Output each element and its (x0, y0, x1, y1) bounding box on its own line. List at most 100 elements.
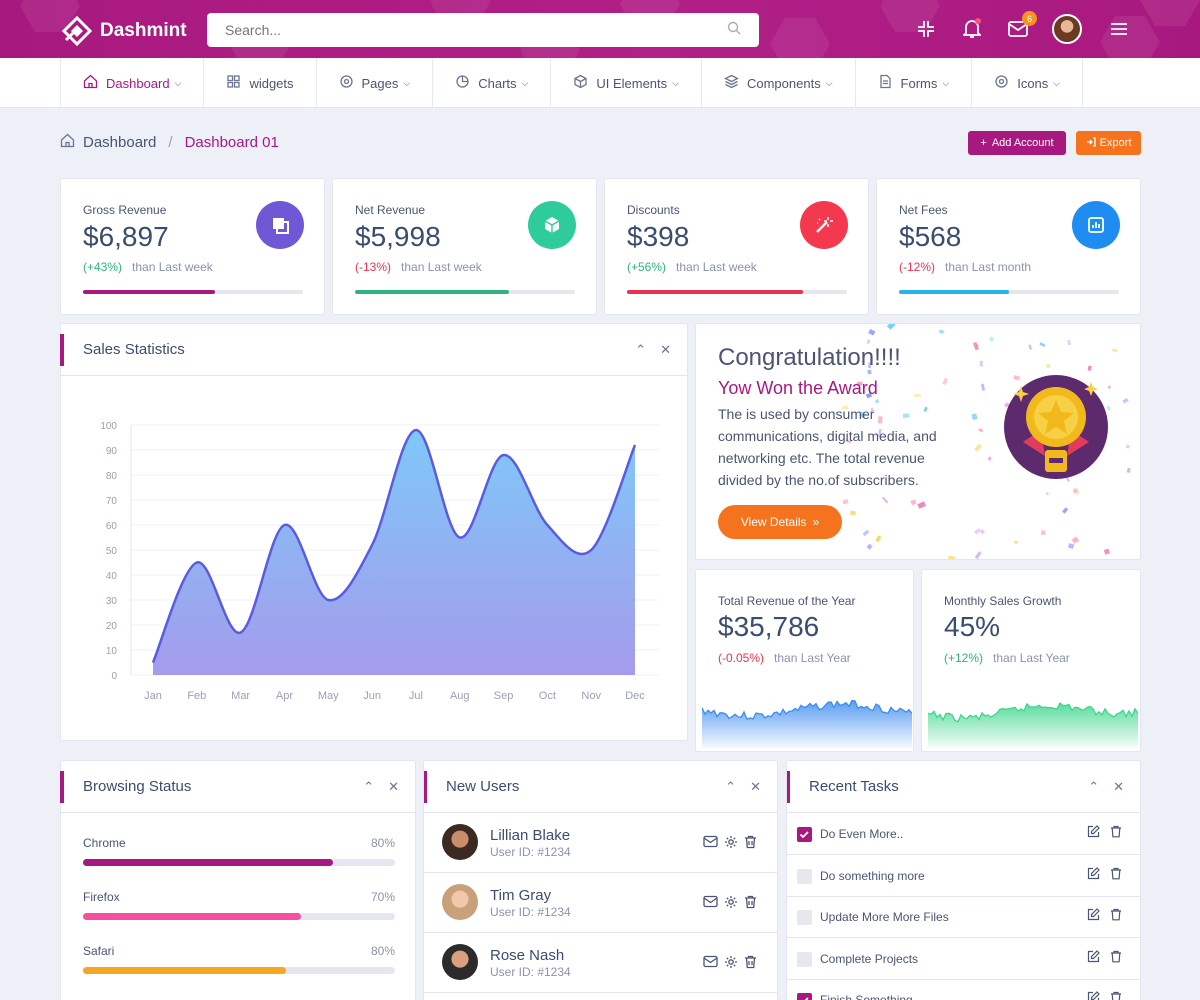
nav-item-charts[interactable]: Charts ⌵ (432, 58, 550, 108)
collapse-icon[interactable]: ⌃ (635, 342, 647, 357)
sparkline-chart (928, 701, 1138, 748)
collapse-icon[interactable]: ⌃ (725, 779, 737, 794)
edit-icon[interactable] (1087, 949, 1100, 968)
breadcrumb-root[interactable]: Dashboard (83, 134, 157, 151)
x-tick-label: May (318, 690, 339, 702)
user-name[interactable]: Tim Gray (490, 887, 552, 904)
notification-bell-icon[interactable] (960, 17, 984, 41)
close-icon[interactable]: ✕ (1113, 779, 1124, 794)
stat-progress-track (899, 290, 1119, 294)
sales-statistics-panel: Sales Statistics ⌃ ✕ 0 10 20 30 40 50 60 70 80 90… (60, 323, 688, 741)
congrats-subtitle: Yow Won the Award (718, 378, 878, 398)
view-details-button[interactable]: View Details » (718, 505, 842, 539)
user-row[interactable]: Lillian Blake User ID: #1234 (424, 813, 777, 873)
stat-note: than Last week (132, 260, 213, 274)
nav-item-forms[interactable]: Forms ⌵ (854, 58, 972, 108)
user-name[interactable]: Lillian Blake (490, 827, 571, 844)
trash-icon[interactable] (1110, 950, 1122, 968)
trash-icon[interactable] (744, 895, 757, 914)
nav-label: UI Elements (596, 75, 668, 91)
browser-progress-track (83, 913, 395, 920)
edit-icon[interactable] (1087, 991, 1100, 1000)
mail-icon[interactable] (703, 835, 718, 854)
x-tick-label: Mar (231, 690, 250, 702)
browser-name: Safari (83, 944, 115, 958)
nav-label: Forms (900, 75, 938, 91)
mail-icon[interactable] (703, 895, 718, 914)
stat-card-net-fees: Net Fees $568 (-12%) than Last month (876, 178, 1141, 315)
chevron-down-icon: ⌵ (1053, 77, 1061, 88)
edit-icon[interactable] (1087, 908, 1100, 926)
collapse-icon[interactable]: ⌃ (1088, 779, 1100, 794)
trash-icon[interactable] (1110, 825, 1122, 843)
settings-gear-icon[interactable] (724, 835, 738, 854)
task-name: Update More More Files (820, 910, 949, 924)
nav-item-pages[interactable]: Pages ⌵ (315, 58, 433, 108)
stat-progress-track (355, 290, 575, 294)
export-button[interactable]: Export (1076, 131, 1141, 155)
trash-icon[interactable] (744, 835, 757, 854)
task-row: Finish Something (787, 979, 1140, 1000)
y-tick-label: 20 (106, 621, 118, 632)
search-bar[interactable] (207, 13, 759, 47)
edit-icon[interactable] (1087, 866, 1100, 885)
y-tick-label: 80 (106, 471, 118, 482)
home-icon[interactable] (60, 133, 75, 152)
trash-icon[interactable] (1110, 867, 1122, 885)
task-row: Do something more (787, 855, 1140, 897)
x-tick-label: Nov (581, 690, 601, 702)
user-avatar[interactable] (1052, 14, 1082, 44)
stat-value: $5,998 (355, 221, 441, 252)
brand-logo[interactable]: Dashmint (61, 15, 187, 47)
stat-value: $6,897 (83, 221, 169, 252)
mail-icon[interactable] (703, 955, 718, 974)
add-account-button[interactable]: + Add Account (968, 131, 1066, 155)
mail-badge: 6 (1022, 11, 1037, 26)
stat-change: (-13%) (355, 260, 392, 274)
mini-stat-card: Monthly Sales Growth 45% (+12%) than Last … (921, 569, 1141, 752)
trash-icon[interactable] (1110, 908, 1122, 926)
user-row[interactable]: Tim Gray User ID: #1234 (424, 873, 777, 933)
settings-gear-icon[interactable] (724, 895, 738, 914)
trash-icon[interactable] (1110, 991, 1122, 1000)
nav-item-widgets[interactable]: widgets (203, 58, 315, 108)
close-icon[interactable]: ✕ (750, 779, 761, 794)
task-checkbox[interactable] (797, 827, 812, 842)
sparkline-chart (702, 699, 912, 748)
task-checkbox[interactable] (797, 993, 812, 1000)
panel-title: New Users (446, 778, 520, 795)
task-checkbox[interactable] (797, 951, 812, 967)
pages-icon (339, 74, 354, 92)
browser-progress-fill (83, 967, 286, 974)
user-name[interactable]: Rose Nash (490, 947, 565, 964)
close-icon[interactable]: ✕ (660, 342, 671, 357)
edit-icon[interactable] (1087, 825, 1100, 843)
top-header: Dashmint 6 (0, 0, 1200, 58)
mail-icon[interactable]: 6 (1006, 11, 1037, 41)
chevron-down-icon: ⌵ (521, 77, 529, 88)
settings-gear-icon[interactable] (724, 955, 738, 974)
search-input[interactable] (225, 22, 705, 38)
nav-label: Charts (478, 75, 517, 91)
x-tick-label: Apr (276, 690, 293, 702)
stat-change: (-12%) (899, 260, 936, 274)
nav-item-ui-elements[interactable]: UI Elements ⌵ (550, 58, 701, 108)
hamburger-menu-icon[interactable] (1110, 22, 1128, 41)
stat-change: (+56%) (627, 260, 667, 274)
nav-item-components[interactable]: Components ⌵ (700, 58, 855, 108)
task-checkbox[interactable] (797, 910, 812, 925)
nav-item-icons[interactable]: Icons ⌵ (971, 58, 1084, 108)
user-row[interactable]: Rose Nash User ID: #1234 (424, 933, 777, 993)
browser-percent: 80% (370, 836, 395, 850)
trophy-medal-icon (1004, 375, 1108, 479)
nav-item-dashboard[interactable]: Dashboard ⌵ (60, 58, 203, 108)
task-checkbox[interactable] (797, 868, 812, 884)
fullscreen-exit-icon[interactable] (914, 17, 938, 41)
browser-row: Firefox 70% (83, 890, 395, 920)
mini-stat-card: Total Revenue of the Year $35,786 (-0.05%)… (695, 569, 914, 752)
trash-icon[interactable] (744, 955, 757, 974)
collapse-icon[interactable]: ⌃ (363, 779, 375, 794)
home-icon (83, 74, 98, 92)
close-icon[interactable]: ✕ (388, 779, 399, 794)
search-icon[interactable] (727, 21, 741, 40)
